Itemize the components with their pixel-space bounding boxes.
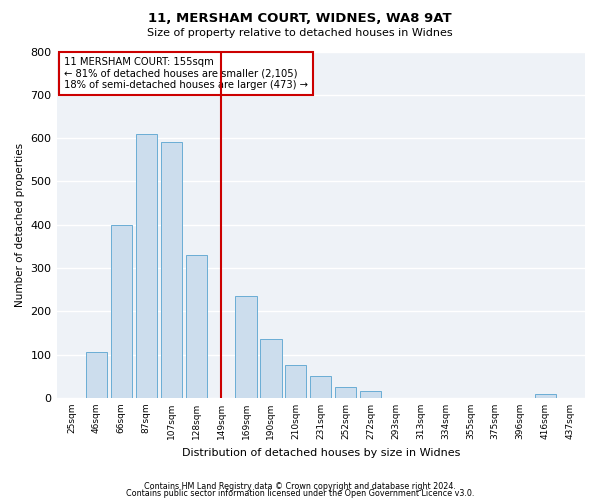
- Bar: [260, 340, 281, 398]
- Bar: [535, 394, 556, 398]
- Bar: [136, 134, 157, 398]
- Bar: [310, 376, 331, 398]
- Bar: [285, 366, 307, 398]
- Bar: [185, 255, 207, 398]
- Text: Size of property relative to detached houses in Widnes: Size of property relative to detached ho…: [147, 28, 453, 38]
- Text: Contains HM Land Registry data © Crown copyright and database right 2024.: Contains HM Land Registry data © Crown c…: [144, 482, 456, 491]
- Y-axis label: Number of detached properties: Number of detached properties: [15, 142, 25, 307]
- Bar: [161, 142, 182, 398]
- Bar: [111, 224, 132, 398]
- Text: Contains public sector information licensed under the Open Government Licence v3: Contains public sector information licen…: [126, 490, 474, 498]
- Bar: [360, 392, 381, 398]
- Bar: [335, 387, 356, 398]
- Bar: [235, 296, 257, 398]
- X-axis label: Distribution of detached houses by size in Widnes: Distribution of detached houses by size …: [182, 448, 460, 458]
- Bar: [86, 352, 107, 398]
- Text: 11 MERSHAM COURT: 155sqm
← 81% of detached houses are smaller (2,105)
18% of sem: 11 MERSHAM COURT: 155sqm ← 81% of detach…: [64, 56, 308, 90]
- Text: 11, MERSHAM COURT, WIDNES, WA8 9AT: 11, MERSHAM COURT, WIDNES, WA8 9AT: [148, 12, 452, 26]
